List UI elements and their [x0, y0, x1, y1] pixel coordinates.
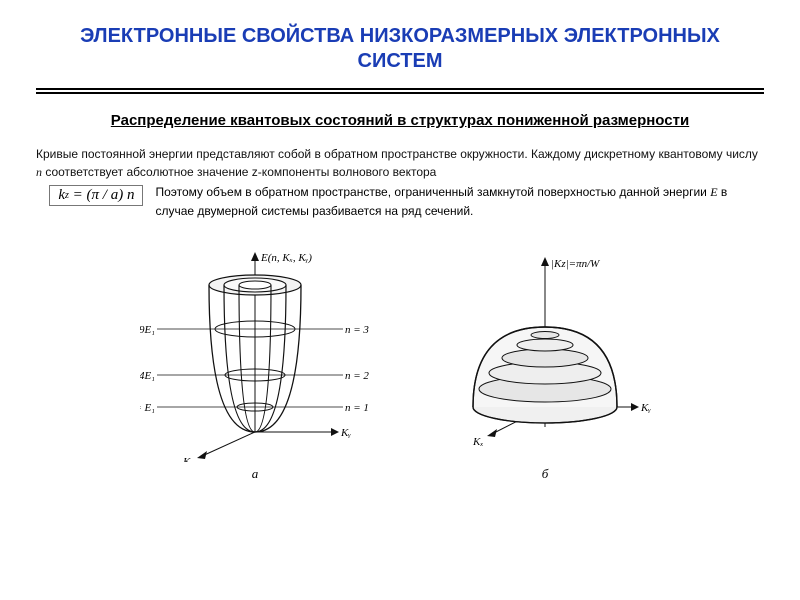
- para2-E: E: [710, 185, 717, 199]
- figA-n3: n = 3: [345, 324, 369, 336]
- figA-n2: n = 2: [345, 370, 369, 382]
- figB-yaxis-label: |Kz|=πn/W: [551, 258, 600, 270]
- section-subtitle: Распределение квантовых состояний в стру…: [76, 110, 724, 131]
- figure-b: |Kz|=πn/W Kᵧ Kₓ: [430, 242, 660, 482]
- figA-n1: n = 1: [345, 402, 369, 414]
- figA-kx-label: Kₓ: [182, 456, 193, 462]
- figB-ky-label: Kᵧ: [640, 402, 651, 414]
- page-title: ЭЛЕКТРОННЫЕ СВОЙСТВА НИЗКОРАЗМЕРНЫХ ЭЛЕК…: [36, 24, 764, 74]
- formula-and-text-row: . kz = (π / a) n Поэтому объем в обратно…: [36, 183, 764, 220]
- figure-b-svg: |Kz|=πn/W Kᵧ Kₓ: [430, 242, 660, 462]
- paragraph-1: Кривые постоянной энергии представляют с…: [36, 145, 764, 181]
- divider-double: [36, 88, 764, 94]
- formula-kz: kz = (π / a) n: [49, 185, 143, 206]
- figB-kx-label: Kₓ: [472, 436, 483, 448]
- figA-E1: E = E₁: [140, 402, 155, 414]
- figA-E9: E = 9E₁: [140, 324, 155, 336]
- figA-caption: а: [252, 466, 259, 482]
- figure-a: E(n, Kₓ, Kᵧ) Kₓ Kᵧ: [140, 242, 370, 482]
- figA-ky-label: Kᵧ: [340, 427, 351, 439]
- figA-yaxis-label: E(n, Kₓ, Kᵧ): [260, 252, 312, 264]
- para1-text-b: соответствует абсолютное значение z-комп…: [42, 165, 436, 179]
- para2-text-a: Поэтому объем в обратном пространстве, о…: [155, 185, 710, 199]
- para1-text-a: Кривые постоянной энергии представляют с…: [36, 147, 758, 161]
- figures-row: E(n, Kₓ, Kᵧ) Kₓ Kᵧ: [36, 242, 764, 482]
- figure-a-svg: E(n, Kₓ, Kᵧ) Kₓ Kᵧ: [140, 242, 370, 462]
- paragraph-2: Поэтому объем в обратном пространстве, о…: [155, 183, 764, 220]
- figB-caption: б: [542, 466, 549, 482]
- figA-E4: E = 4E₁: [140, 370, 155, 382]
